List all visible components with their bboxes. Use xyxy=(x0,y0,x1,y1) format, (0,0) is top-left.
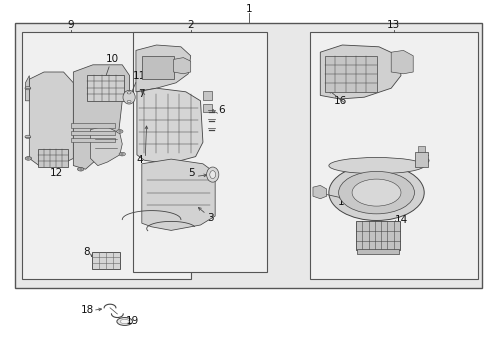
Polygon shape xyxy=(142,159,215,230)
Ellipse shape xyxy=(328,158,424,174)
Text: 4: 4 xyxy=(136,155,142,165)
Bar xyxy=(71,131,115,135)
Polygon shape xyxy=(25,76,29,101)
Bar xyxy=(22,32,190,279)
Text: 8: 8 xyxy=(83,247,90,257)
Text: 11: 11 xyxy=(132,71,146,81)
Bar xyxy=(203,91,211,100)
Bar xyxy=(417,146,425,152)
Polygon shape xyxy=(173,58,190,74)
Text: 3: 3 xyxy=(206,213,213,223)
Text: 6: 6 xyxy=(218,105,224,115)
Ellipse shape xyxy=(25,87,31,90)
Text: 10: 10 xyxy=(106,54,119,64)
Polygon shape xyxy=(390,50,412,74)
Bar xyxy=(71,123,115,128)
Text: 17: 17 xyxy=(337,197,351,207)
Ellipse shape xyxy=(117,318,132,325)
Polygon shape xyxy=(137,88,203,164)
Ellipse shape xyxy=(116,130,123,133)
Bar xyxy=(133,32,267,272)
Text: 15: 15 xyxy=(417,155,430,165)
Text: 5: 5 xyxy=(188,168,195,178)
Bar xyxy=(87,75,123,101)
Ellipse shape xyxy=(328,165,424,220)
Ellipse shape xyxy=(127,100,131,103)
Ellipse shape xyxy=(123,90,135,104)
Ellipse shape xyxy=(25,135,31,139)
Bar xyxy=(92,252,120,269)
Bar xyxy=(15,23,481,288)
Text: 14: 14 xyxy=(393,215,407,225)
Text: 1: 1 xyxy=(245,4,252,14)
Bar xyxy=(71,138,115,142)
Bar xyxy=(356,249,398,254)
Text: 18: 18 xyxy=(80,305,94,315)
Bar xyxy=(355,221,399,250)
Polygon shape xyxy=(312,185,326,199)
Text: 19: 19 xyxy=(125,316,139,326)
Bar xyxy=(414,152,427,167)
Ellipse shape xyxy=(209,171,215,179)
Text: 13: 13 xyxy=(386,20,400,30)
Polygon shape xyxy=(73,65,129,169)
Bar xyxy=(142,56,173,79)
Polygon shape xyxy=(320,45,400,99)
Ellipse shape xyxy=(338,171,414,214)
Ellipse shape xyxy=(206,167,219,182)
Polygon shape xyxy=(136,45,190,92)
Ellipse shape xyxy=(119,152,125,156)
Bar xyxy=(325,56,376,92)
Text: 2: 2 xyxy=(187,20,194,30)
Polygon shape xyxy=(29,72,73,166)
Bar xyxy=(38,149,68,167)
Ellipse shape xyxy=(25,157,31,160)
Ellipse shape xyxy=(120,319,129,324)
Ellipse shape xyxy=(127,92,131,94)
Polygon shape xyxy=(90,126,122,166)
Bar xyxy=(203,104,211,112)
Text: 9: 9 xyxy=(67,20,74,30)
Text: 12: 12 xyxy=(49,168,63,178)
Ellipse shape xyxy=(351,179,400,206)
Text: 16: 16 xyxy=(333,96,347,106)
Text: 7: 7 xyxy=(138,89,145,99)
Ellipse shape xyxy=(77,167,84,171)
Bar xyxy=(309,32,477,279)
